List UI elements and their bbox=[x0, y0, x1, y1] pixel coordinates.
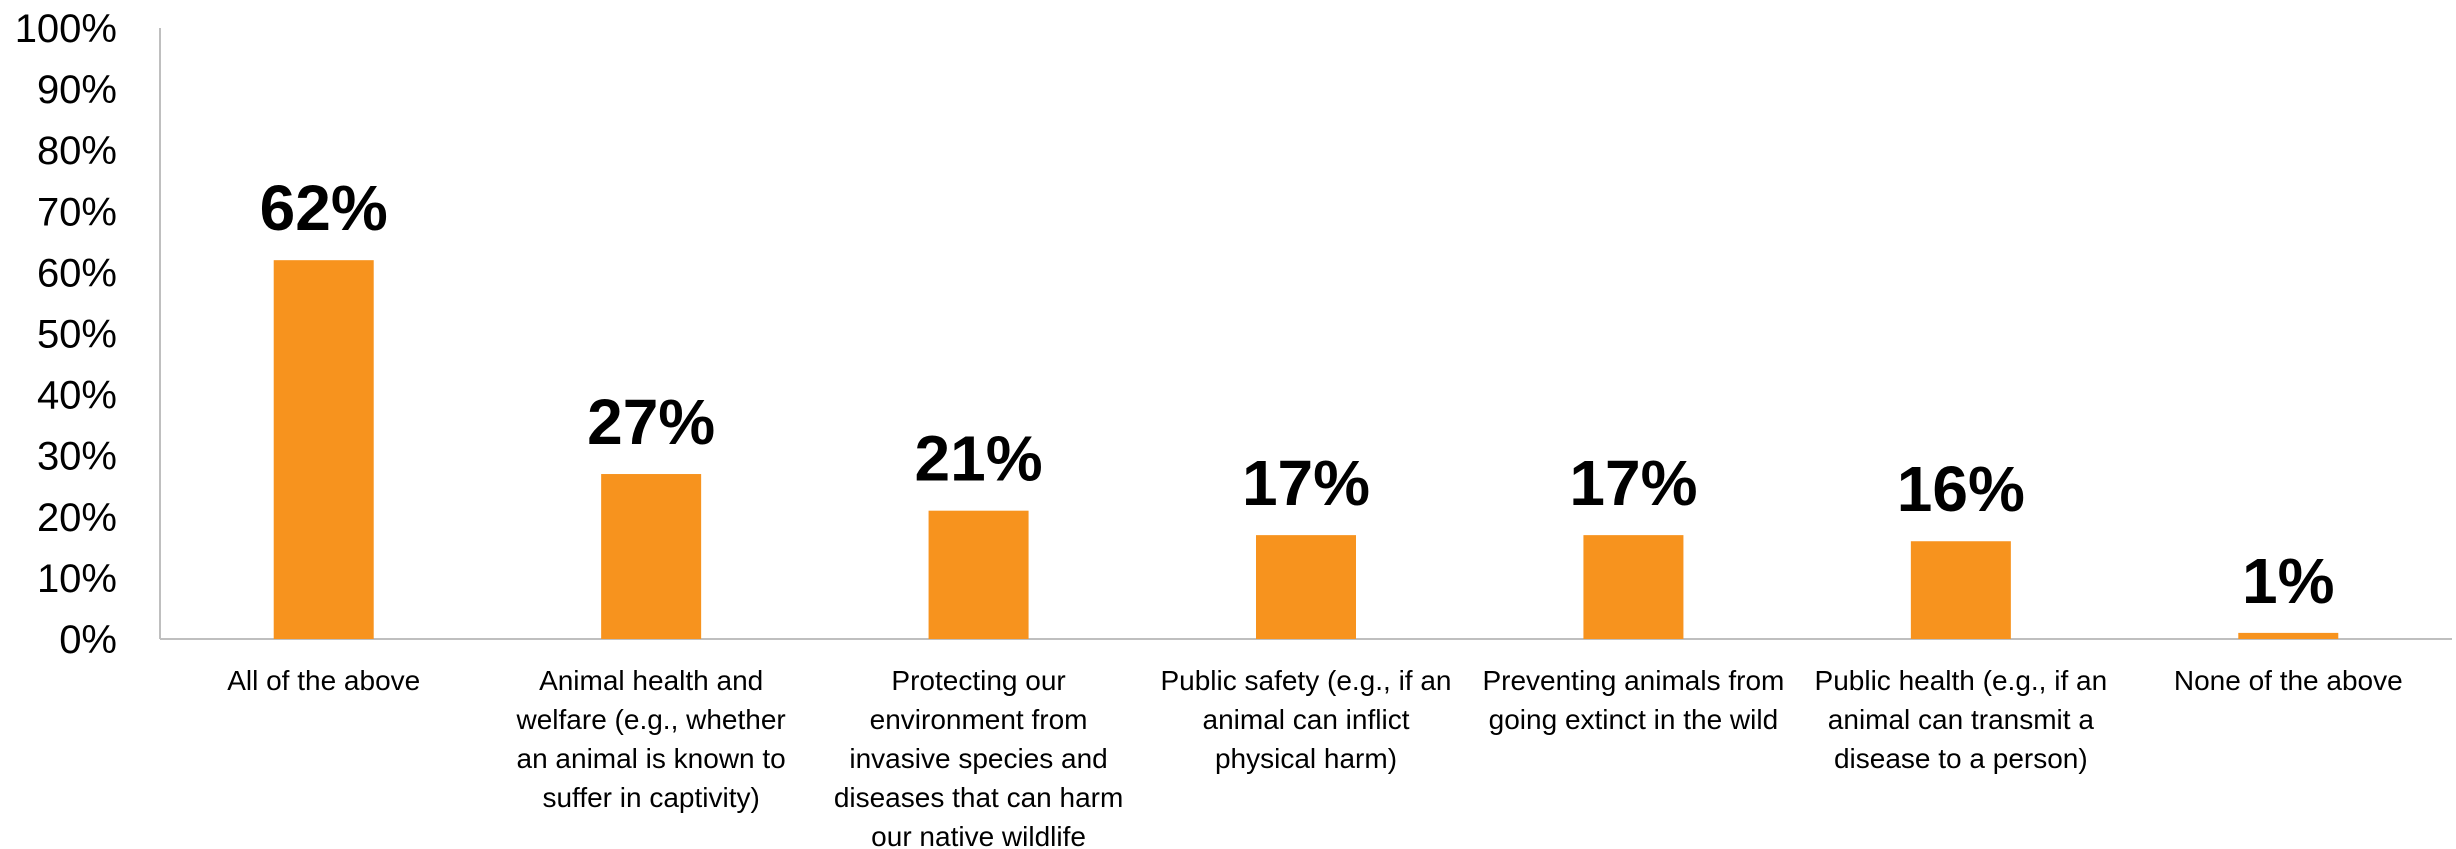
data-label: 17% bbox=[1242, 447, 1370, 519]
x-category-label: None of the above bbox=[2174, 665, 2403, 696]
x-category-label: Protecting our environment from invasive s… bbox=[834, 665, 1124, 849]
bar bbox=[1583, 535, 1684, 639]
x-category-label: Public health (e.g., if an animal can tra… bbox=[1815, 665, 2108, 774]
data-label: 62% bbox=[260, 172, 388, 244]
y-tick-label: 40% bbox=[37, 374, 117, 418]
bars bbox=[273, 260, 2339, 639]
data-label: 21% bbox=[915, 423, 1043, 495]
y-tick-label: 10% bbox=[37, 557, 117, 601]
data-label: 17% bbox=[1569, 447, 1697, 519]
bar bbox=[2238, 632, 2339, 639]
y-tick-label: 70% bbox=[37, 190, 117, 234]
y-tick-label: 80% bbox=[37, 129, 117, 173]
y-tick-label: 100% bbox=[15, 7, 117, 51]
data-label: 1% bbox=[2242, 545, 2335, 617]
y-axis-tick-labels: 0% 10% 20% 30% 40% 50% 60% 70% 80% 90% 100% bbox=[15, 7, 117, 662]
x-category-label: Public safety (e.g., if an animal can inf… bbox=[1160, 665, 1451, 774]
y-tick-label: 60% bbox=[37, 251, 117, 295]
y-tick-label: 50% bbox=[37, 313, 117, 357]
y-tick-label: 20% bbox=[37, 496, 117, 540]
bar bbox=[928, 510, 1029, 639]
data-labels: 62% 27% 21% 17% 17% 16% 1% bbox=[260, 172, 2335, 617]
bar bbox=[1256, 535, 1356, 639]
bar bbox=[1910, 541, 2011, 639]
category-labels: All of the above Animal health and welfare… bbox=[227, 665, 2403, 849]
y-tick-label: 30% bbox=[37, 435, 117, 479]
x-category-label: Preventing animals from going extinct in … bbox=[1482, 665, 1784, 735]
bar bbox=[273, 260, 374, 639]
x-category-label: All of the above bbox=[227, 665, 420, 696]
y-tick-label: 0% bbox=[59, 618, 117, 662]
x-category-label: Animal health and welfare (e.g., whether a… bbox=[516, 665, 786, 813]
data-label: 27% bbox=[587, 386, 715, 458]
bar bbox=[601, 474, 702, 639]
data-label: 16% bbox=[1897, 453, 2025, 525]
y-tick-label: 90% bbox=[37, 68, 117, 112]
